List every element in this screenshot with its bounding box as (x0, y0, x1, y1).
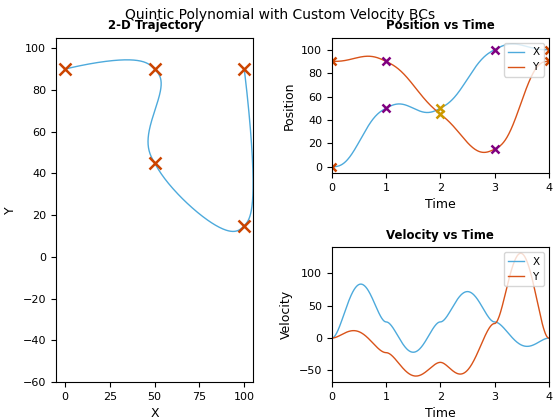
X (432, 108, 438, 113)
X (432, 322, 439, 327)
X (434, 321, 441, 326)
Y (433, 108, 440, 113)
X (545, 336, 552, 341)
Y (541, 328, 548, 333)
Y (329, 336, 335, 341)
Title: Velocity vs Time: Velocity vs Time (386, 229, 494, 242)
Line: X: X (332, 284, 549, 352)
Line: Y: Y (332, 253, 549, 376)
Y (545, 59, 552, 64)
X (329, 336, 335, 341)
X (506, 42, 513, 47)
Y (412, 373, 419, 378)
Title: 2-D Trajectory: 2-D Trajectory (108, 19, 202, 32)
Y (458, 133, 465, 138)
Legend: X, Y: X, Y (504, 252, 544, 286)
X (545, 47, 552, 52)
X (447, 309, 454, 314)
Line: Y: Y (332, 56, 549, 152)
Y (446, 120, 453, 125)
Y (432, 362, 438, 367)
Y (480, 150, 487, 155)
X (458, 86, 464, 91)
X (433, 108, 440, 113)
X (540, 47, 547, 52)
X (329, 164, 335, 169)
Y (517, 251, 524, 256)
Text: Quintic Polynomial with Custom Velocity BCs: Quintic Polynomial with Custom Velocity … (125, 8, 435, 22)
X (410, 350, 417, 355)
Y-axis label: Velocity: Velocity (280, 290, 293, 339)
X (507, 333, 514, 338)
Legend: X, Y: X, Y (504, 43, 544, 76)
Y (329, 59, 335, 64)
X (541, 336, 548, 341)
Y (458, 371, 465, 376)
Y (507, 128, 514, 133)
X (510, 42, 516, 47)
X-axis label: Time: Time (425, 407, 456, 420)
Y (541, 59, 548, 64)
X-axis label: Time: Time (425, 198, 456, 211)
Y (432, 108, 438, 113)
Y (446, 366, 453, 371)
Y (365, 54, 371, 59)
Title: Position vs Time: Position vs Time (386, 19, 494, 32)
Y (545, 336, 552, 341)
Y-axis label: Y: Y (4, 206, 17, 214)
Y (433, 361, 440, 366)
Line: X: X (332, 44, 549, 167)
X (358, 281, 365, 286)
X (459, 291, 465, 297)
Y (507, 272, 514, 277)
Y-axis label: Position: Position (283, 81, 296, 130)
X (446, 100, 452, 105)
X-axis label: X: X (150, 407, 159, 420)
